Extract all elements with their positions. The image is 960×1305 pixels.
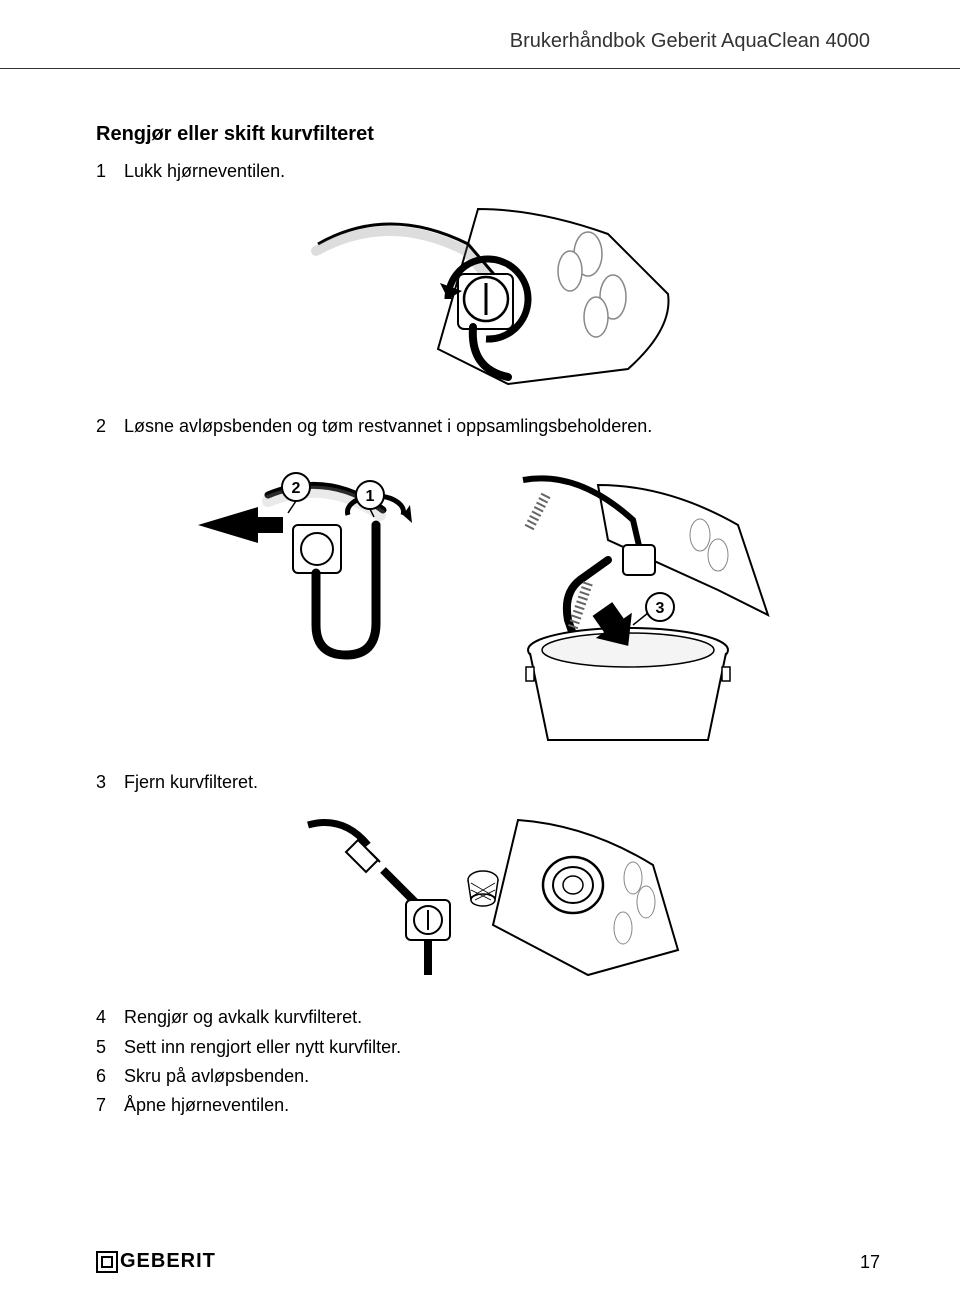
svg-text:1: 1 <box>366 488 375 505</box>
step-text: Åpne hjørneventilen. <box>124 1094 880 1117</box>
step-row: 1 Lukk hjørneventilen. <box>96 160 880 183</box>
logo-text: GEBERIT <box>120 1250 216 1273</box>
page-number: 17 <box>860 1252 880 1273</box>
step-number: 7 <box>96 1094 124 1117</box>
step-row: 3 Fjern kurvfilteret. <box>96 771 880 794</box>
step-number: 4 <box>96 1006 124 1029</box>
illustration-close-valve <box>96 199 880 389</box>
step-text: Lukk hjørneventilen. <box>124 160 880 183</box>
svg-text:2: 2 <box>292 480 301 497</box>
step-text: Sett inn rengjort eller nytt kurvfilter. <box>124 1036 880 1059</box>
brand-logo: GEBERIT <box>96 1250 216 1273</box>
logo-icon <box>96 1251 118 1273</box>
step-text: Rengjør og avkalk kurvfilteret. <box>124 1006 880 1029</box>
step-number: 3 <box>96 771 124 794</box>
step-text: Fjern kurvfilteret. <box>124 771 880 794</box>
step-text: Løsne avløpsbenden og tøm restvannet i o… <box>124 415 880 438</box>
illustration-loosen-drain: 1 2 <box>96 455 880 745</box>
step-number: 6 <box>96 1065 124 1088</box>
step-row: 2 Løsne avløpsbenden og tøm restvannet i… <box>96 415 880 438</box>
page-footer: GEBERIT 17 <box>96 1250 880 1273</box>
document-header: Brukerhåndbok Geberit AquaClean 4000 <box>96 30 880 63</box>
step-text: Skru på avløpsbenden. <box>124 1065 880 1088</box>
step-row: 4 Rengjør og avkalk kurvfilteret. <box>96 1006 880 1029</box>
step-number: 1 <box>96 160 124 183</box>
step-number: 2 <box>96 415 124 438</box>
svg-text:3: 3 <box>656 600 665 617</box>
section-title: Rengjør eller skift kurvfilteret <box>96 123 880 146</box>
step-row: 5 Sett inn rengjort eller nytt kurvfilte… <box>96 1036 880 1059</box>
step-row: 6 Skru på avløpsbenden. <box>96 1065 880 1088</box>
step-number: 5 <box>96 1036 124 1059</box>
step-row: 7 Åpne hjørneventilen. <box>96 1094 880 1117</box>
content-area: Rengjør eller skift kurvfilteret 1 Lukk … <box>96 123 880 1118</box>
header-rule <box>0 68 960 69</box>
illustration-remove-filter <box>96 810 880 980</box>
